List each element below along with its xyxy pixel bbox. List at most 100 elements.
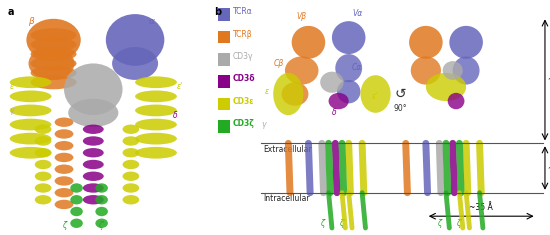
Ellipse shape bbox=[70, 219, 83, 228]
Ellipse shape bbox=[409, 26, 443, 59]
Ellipse shape bbox=[31, 56, 76, 70]
Ellipse shape bbox=[123, 136, 139, 146]
Bar bbox=[218, 31, 229, 43]
Text: b: b bbox=[214, 7, 222, 17]
Text: Cβ: Cβ bbox=[273, 59, 283, 68]
Text: ~35 Å: ~35 Å bbox=[469, 203, 493, 212]
Text: Intracellular: Intracellular bbox=[263, 194, 310, 203]
Ellipse shape bbox=[83, 125, 104, 134]
Text: ~40 Å: ~40 Å bbox=[548, 164, 550, 172]
Text: ε: ε bbox=[265, 87, 269, 96]
Ellipse shape bbox=[135, 90, 177, 102]
Bar bbox=[218, 75, 229, 88]
Ellipse shape bbox=[123, 160, 139, 169]
Text: ε: ε bbox=[10, 82, 14, 91]
Text: Extracellular: Extracellular bbox=[263, 145, 312, 153]
Ellipse shape bbox=[10, 105, 52, 116]
Ellipse shape bbox=[337, 80, 360, 103]
Ellipse shape bbox=[54, 176, 74, 186]
Text: ε': ε' bbox=[177, 82, 183, 91]
Bar bbox=[218, 120, 229, 133]
Ellipse shape bbox=[31, 47, 76, 61]
Ellipse shape bbox=[54, 164, 74, 174]
Ellipse shape bbox=[282, 82, 309, 106]
Ellipse shape bbox=[292, 26, 325, 59]
Ellipse shape bbox=[426, 73, 466, 101]
Ellipse shape bbox=[31, 28, 76, 42]
Ellipse shape bbox=[123, 125, 139, 134]
Text: γ: γ bbox=[10, 106, 14, 115]
Text: ~75 Å: ~75 Å bbox=[548, 75, 550, 84]
Ellipse shape bbox=[31, 75, 76, 89]
Text: TCRβ: TCRβ bbox=[233, 30, 252, 39]
Ellipse shape bbox=[123, 148, 139, 157]
Ellipse shape bbox=[123, 172, 139, 181]
Ellipse shape bbox=[135, 119, 177, 130]
Ellipse shape bbox=[95, 207, 108, 216]
Ellipse shape bbox=[26, 19, 81, 61]
Ellipse shape bbox=[453, 56, 480, 85]
Ellipse shape bbox=[285, 56, 318, 85]
Text: a: a bbox=[8, 7, 14, 17]
Ellipse shape bbox=[83, 183, 104, 193]
Ellipse shape bbox=[449, 26, 483, 59]
Ellipse shape bbox=[360, 75, 390, 113]
Ellipse shape bbox=[83, 148, 104, 157]
Ellipse shape bbox=[54, 153, 74, 162]
Ellipse shape bbox=[68, 99, 118, 127]
Ellipse shape bbox=[83, 172, 104, 181]
Ellipse shape bbox=[336, 54, 362, 82]
Text: α: α bbox=[149, 16, 155, 26]
Ellipse shape bbox=[54, 118, 74, 127]
Ellipse shape bbox=[273, 73, 304, 115]
Ellipse shape bbox=[95, 183, 108, 193]
Ellipse shape bbox=[31, 66, 76, 80]
Ellipse shape bbox=[35, 195, 52, 204]
Ellipse shape bbox=[10, 119, 52, 130]
Bar bbox=[218, 53, 229, 66]
Text: CD3γ: CD3γ bbox=[233, 52, 254, 61]
Text: ζ': ζ' bbox=[98, 221, 105, 230]
Ellipse shape bbox=[35, 136, 52, 146]
Ellipse shape bbox=[448, 93, 464, 109]
Text: CD3δ: CD3δ bbox=[233, 74, 256, 83]
Ellipse shape bbox=[35, 125, 52, 134]
Text: ↺: ↺ bbox=[395, 87, 406, 101]
Ellipse shape bbox=[328, 93, 349, 109]
Ellipse shape bbox=[135, 105, 177, 116]
Ellipse shape bbox=[112, 47, 158, 80]
Text: Vα: Vα bbox=[352, 9, 362, 19]
Ellipse shape bbox=[35, 172, 52, 181]
Ellipse shape bbox=[95, 195, 108, 204]
Ellipse shape bbox=[70, 195, 83, 204]
Ellipse shape bbox=[10, 147, 52, 159]
Ellipse shape bbox=[29, 47, 74, 80]
Text: ε': ε' bbox=[372, 92, 378, 101]
Text: β: β bbox=[28, 16, 34, 26]
Text: Vβ: Vβ bbox=[296, 12, 307, 21]
Text: γ: γ bbox=[261, 120, 266, 129]
Ellipse shape bbox=[83, 136, 104, 146]
Ellipse shape bbox=[70, 183, 83, 193]
Ellipse shape bbox=[54, 188, 74, 197]
Ellipse shape bbox=[54, 129, 74, 139]
Text: ζ: ζ bbox=[437, 219, 441, 228]
Ellipse shape bbox=[64, 63, 123, 115]
Text: Cα: Cα bbox=[352, 63, 362, 73]
Ellipse shape bbox=[35, 183, 52, 193]
Ellipse shape bbox=[332, 21, 366, 54]
Ellipse shape bbox=[135, 133, 177, 145]
Text: TCRα: TCRα bbox=[233, 7, 252, 16]
Ellipse shape bbox=[411, 56, 441, 85]
Text: δ: δ bbox=[332, 108, 337, 117]
Ellipse shape bbox=[443, 61, 463, 80]
Ellipse shape bbox=[54, 200, 74, 209]
Ellipse shape bbox=[54, 141, 74, 150]
Ellipse shape bbox=[31, 38, 76, 52]
Ellipse shape bbox=[83, 160, 104, 169]
Ellipse shape bbox=[106, 14, 164, 66]
Ellipse shape bbox=[10, 76, 52, 88]
Text: ζ': ζ' bbox=[456, 219, 463, 228]
Ellipse shape bbox=[95, 219, 108, 228]
Text: ζ: ζ bbox=[62, 221, 66, 230]
